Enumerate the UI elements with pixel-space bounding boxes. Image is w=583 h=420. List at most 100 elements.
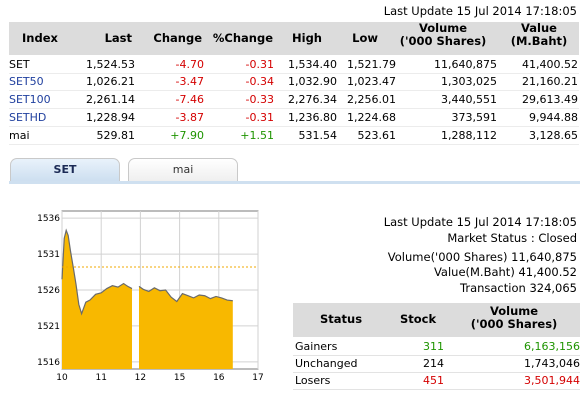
status-stock: 214 — [423, 357, 444, 370]
cell-last: 529.81 — [96, 129, 136, 142]
x-tick-label: 11 — [95, 373, 106, 380]
info-transaction: Transaction 324,065 — [460, 281, 577, 295]
col-volume-line1: Volume — [418, 21, 468, 35]
cell-last: 1,026.21 — [86, 75, 135, 88]
status-col-status: Status — [320, 312, 363, 326]
cell-low: 1,521.79 — [347, 58, 396, 71]
cell-value: 9,944.88 — [529, 111, 578, 124]
y-tick-labels: 1516 1521 1526 1531 1536 — [37, 214, 60, 368]
y-tick-label: 1521 — [37, 322, 60, 332]
cell-value: 3,128.65 — [529, 129, 578, 142]
index-table-header — [9, 22, 579, 55]
status-row-divider — [293, 355, 580, 356]
col-index: Index — [22, 31, 58, 45]
top-last-update: Last Update 15 Jul 2014 17:18:05 — [383, 4, 577, 18]
info-market-status: Market Status : Closed — [447, 231, 577, 245]
row-divider — [9, 126, 579, 127]
index-name-set: SET — [9, 58, 30, 71]
row-divider — [9, 73, 579, 74]
cell-low: 1,023.47 — [347, 75, 396, 88]
info-volume: Volume('000 Shares) 11,640,875 — [387, 250, 577, 264]
cell-last: 1,524.53 — [86, 58, 135, 71]
area-session-line-2 — [138, 285, 233, 303]
area-session-line-1 — [61, 228, 133, 316]
col-value: Value (M.Baht) — [500, 22, 578, 48]
cell-value: 41,400.52 — [522, 58, 578, 71]
row-divider — [9, 144, 579, 145]
status-col-volume: Volume ('000 Shares) — [456, 305, 572, 331]
x-tick-label: 12 — [135, 373, 146, 380]
col-high: High — [292, 31, 322, 45]
cell-change: +7.90 — [170, 129, 204, 142]
y-tick-label: 1536 — [37, 214, 60, 224]
row-divider — [9, 90, 579, 91]
status-label: Gainers — [295, 340, 338, 353]
info-last-update: Last Update 15 Jul 2014 17:18:05 — [383, 215, 577, 229]
cell-value: 29,613.49 — [522, 93, 578, 106]
info-value: Value(M.Baht) 41,400.52 — [433, 265, 577, 279]
status-table-header — [293, 303, 580, 337]
status-label: Unchanged — [295, 357, 358, 370]
x-tick-labels: 10 11 12 15 16 17 — [56, 373, 263, 380]
status-row-divider — [293, 372, 580, 373]
cell-change: -7.46 — [175, 93, 204, 106]
col-last: Last — [104, 31, 132, 45]
cell-high: 2,276.34 — [288, 93, 337, 106]
cell-volume: 1,288,112 — [441, 129, 497, 142]
cell-low: 2,256.01 — [347, 93, 396, 106]
index-name-sethd[interactable]: SETHD — [9, 111, 47, 124]
col-change: Change — [153, 31, 202, 45]
x-tick-label: 17 — [252, 373, 263, 380]
status-volume: 6,163,156 — [524, 340, 580, 353]
col-low: Low — [352, 31, 378, 45]
cell-volume: 1,303,025 — [441, 75, 497, 88]
cell-volume: 11,640,875 — [434, 58, 497, 71]
area-session-1 — [62, 230, 132, 369]
tab-mai-label: mai — [172, 163, 194, 176]
cell-pct-change: -0.34 — [245, 75, 274, 88]
tab-mai[interactable]: mai — [128, 158, 238, 181]
area-session-2 — [139, 286, 233, 369]
cell-value: 21,160.21 — [522, 75, 578, 88]
cell-last: 1,228.94 — [86, 111, 135, 124]
cell-high: 531.54 — [298, 129, 338, 142]
index-name-set50[interactable]: SET50 — [9, 75, 44, 88]
col-volume-line2: ('000 Shares) — [399, 34, 487, 48]
status-label: Losers — [295, 374, 331, 387]
index-name-mai: mai — [9, 129, 30, 142]
cell-change: -3.87 — [175, 111, 204, 124]
cell-pct-change: -0.33 — [245, 93, 274, 106]
y-tick-label: 1516 — [37, 358, 60, 368]
status-row-divider — [293, 389, 580, 390]
y-tick-label: 1526 — [37, 286, 60, 296]
status-col-volume-line2: ('000 Shares) — [470, 317, 558, 331]
status-col-volume-line1: Volume — [489, 304, 539, 318]
status-volume: 3,501,944 — [524, 374, 580, 387]
col-pct-change: %Change — [212, 31, 273, 45]
cell-volume: 3,440,551 — [441, 93, 497, 106]
col-volume: Volume ('000 Shares) — [390, 22, 496, 48]
status-stock: 311 — [423, 340, 444, 353]
tab-set[interactable]: SET — [10, 158, 120, 181]
chart-area-series — [61, 228, 233, 369]
cell-pct-change: -0.31 — [245, 58, 274, 71]
cell-low: 1,224.68 — [347, 111, 396, 124]
index-name-set100[interactable]: SET100 — [9, 93, 51, 106]
y-tick-label: 1531 — [37, 250, 60, 260]
x-tick-label: 10 — [56, 373, 68, 380]
cell-pct-change: -0.31 — [245, 111, 274, 124]
status-volume: 1,743,046 — [524, 357, 580, 370]
cell-change: -4.70 — [175, 58, 204, 71]
x-tick-label: 16 — [213, 373, 225, 380]
x-tick-label: 15 — [174, 373, 185, 380]
col-value-line2: (M.Baht) — [510, 34, 568, 48]
cell-low: 523.61 — [357, 129, 397, 142]
cell-last: 2,261.14 — [86, 93, 135, 106]
status-col-stock: Stock — [400, 312, 437, 326]
status-stock: 451 — [423, 374, 444, 387]
cell-high: 1,534.40 — [288, 58, 337, 71]
row-divider — [9, 108, 579, 109]
cell-high: 1,032.90 — [288, 75, 337, 88]
tab-set-label: SET — [53, 163, 77, 176]
